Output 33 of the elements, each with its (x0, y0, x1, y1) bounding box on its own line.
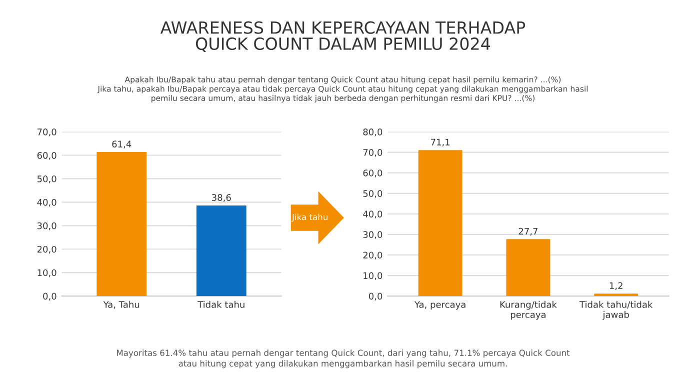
y-tick-label: 70,0 (363, 149, 382, 157)
y-tick-label: 40,0 (37, 198, 56, 207)
y-tick-label: 30,0 (37, 222, 56, 230)
text: AWARENESS DAN KEPERCAYAAN TERHADAP QUICK COUNT DALAM PEMILU 2024 (160, 21, 526, 52)
x-tick-label: Tidak tahu (198, 300, 244, 308)
y-tick-label: 10,0 (364, 272, 382, 280)
x-tick-label: Ya, percaya (414, 301, 466, 310)
y-tick-label: 10,0 (38, 269, 56, 278)
data-label: 1,2 (610, 282, 622, 290)
data-label: 27,7 (518, 228, 538, 236)
y-tick-label: 30,0 (363, 231, 382, 239)
x-tick-label: Tidak tahu/tidak jawab (579, 300, 653, 320)
text: Mayoritas 61.4% tahu atau pernah dengar tentang Quick Count, dari yang tahu, 71.1% percaya Quick Count atau hitung cepat yang dilakukan menggambarkan hasil pemilu secara umum. (116, 350, 570, 368)
y-tick-label: 0,0 (43, 292, 56, 301)
x-tick-label: Ya, Tahu (103, 300, 140, 309)
y-tick-label: 60,0 (363, 170, 382, 178)
y-tick-label: 70,0 (38, 128, 56, 136)
y-tick-label: 20,0 (363, 252, 382, 260)
bar (418, 150, 462, 296)
bar (594, 294, 638, 296)
y-tick-label: 0,0 (368, 292, 382, 301)
text: Jika tahu (292, 214, 328, 222)
y-tick-label: 50,0 (363, 190, 382, 198)
y-tick-label: 20,0 (37, 246, 56, 254)
data-label: 71,1 (431, 138, 450, 146)
x-tick-label: Kurang/tidak percaya (500, 300, 557, 320)
data-label: 38,6 (212, 194, 231, 202)
bar (506, 239, 550, 296)
y-tick-label: 60,0 (37, 152, 56, 160)
data-label: 61,4 (112, 140, 132, 148)
y-tick-label: 50,0 (37, 175, 56, 184)
y-tick-label: 40,0 (363, 210, 382, 218)
y-tick-label: 80,0 (363, 128, 382, 136)
